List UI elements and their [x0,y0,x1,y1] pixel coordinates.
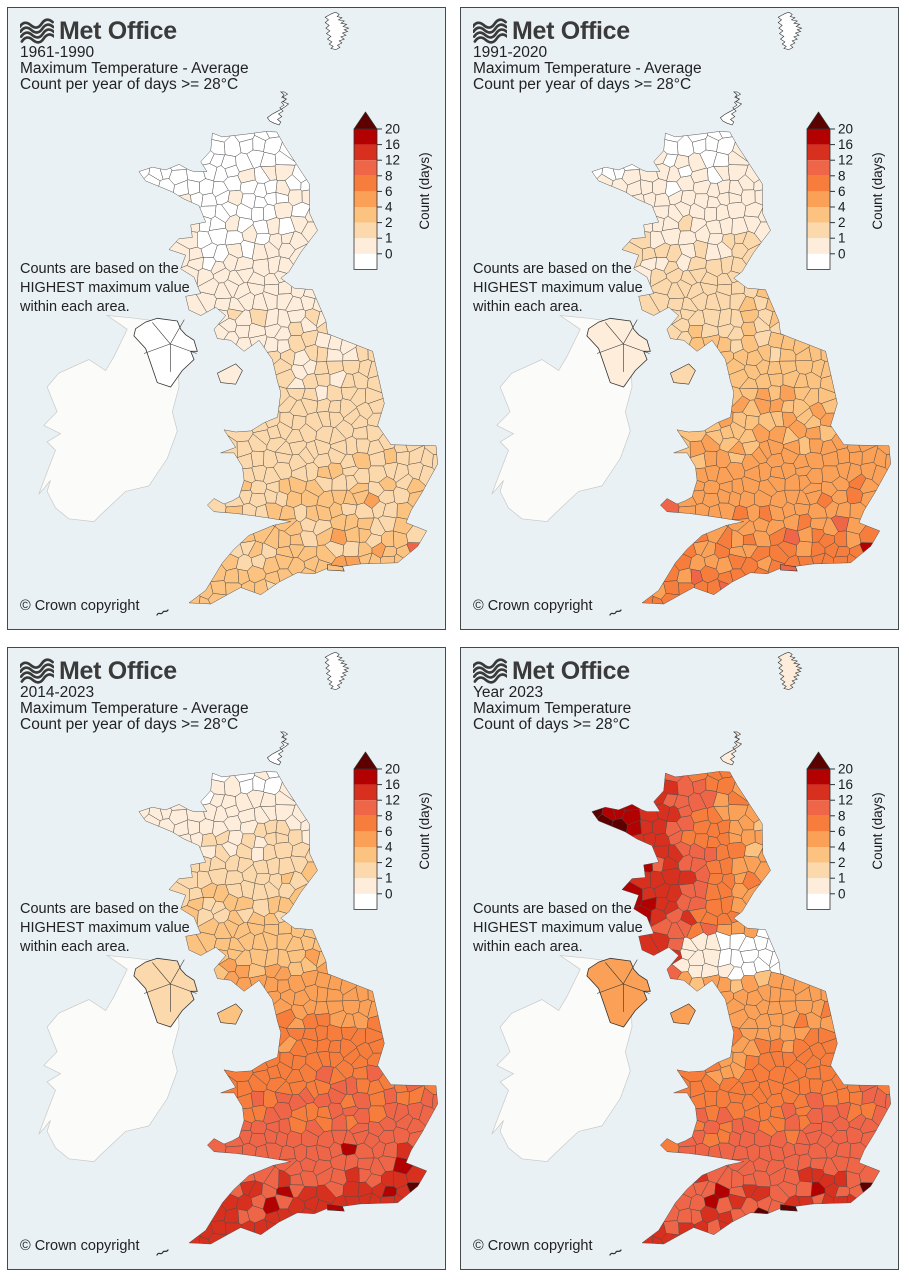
svg-text:20: 20 [838,122,853,137]
svg-text:8: 8 [385,168,393,183]
svg-text:16: 16 [838,777,853,792]
svg-text:4: 4 [385,840,393,855]
svg-text:1: 1 [838,871,846,886]
svg-text:12: 12 [385,793,400,808]
svg-text:8: 8 [838,808,846,823]
svg-text:1: 1 [385,871,393,886]
svg-text:Count (days): Count (days) [870,152,885,229]
svg-text:12: 12 [385,153,400,168]
svg-text:12: 12 [838,153,853,168]
svg-text:4: 4 [838,840,846,855]
svg-text:Count (days): Count (days) [870,792,885,869]
svg-text:0: 0 [838,886,846,901]
svg-text:4: 4 [385,200,393,215]
svg-text:Count (days): Count (days) [417,792,432,869]
svg-text:8: 8 [838,168,846,183]
svg-text:6: 6 [838,184,846,199]
svg-text:4: 4 [838,200,846,215]
svg-text:2: 2 [385,855,393,870]
svg-text:6: 6 [385,184,393,199]
svg-text:6: 6 [838,824,846,839]
svg-text:2: 2 [838,215,846,230]
svg-text:2: 2 [385,215,393,230]
svg-text:20: 20 [385,122,400,137]
svg-text:20: 20 [838,762,853,777]
svg-text:1: 1 [385,231,393,246]
svg-text:1: 1 [838,231,846,246]
svg-text:0: 0 [838,246,846,261]
svg-text:16: 16 [385,137,400,152]
svg-text:0: 0 [385,246,393,261]
svg-text:6: 6 [385,824,393,839]
svg-text:2: 2 [838,855,846,870]
svg-text:0: 0 [385,886,393,901]
svg-text:12: 12 [838,793,853,808]
svg-text:Count (days): Count (days) [417,152,432,229]
svg-text:8: 8 [385,808,393,823]
svg-text:16: 16 [385,777,400,792]
svg-text:16: 16 [838,137,853,152]
svg-text:20: 20 [385,762,400,777]
